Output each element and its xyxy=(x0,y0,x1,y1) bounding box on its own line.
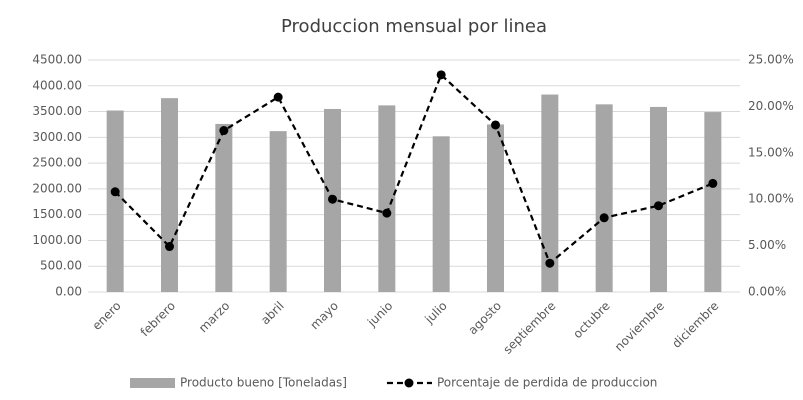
x-tick-label: agosto xyxy=(465,299,504,338)
y-tick-label: 4500.00 xyxy=(32,53,82,67)
x-tick-label: abril xyxy=(258,299,287,328)
legend-swatch xyxy=(404,378,414,388)
bar xyxy=(378,105,396,292)
y2-tick-label: 25.00% xyxy=(748,53,794,67)
bar xyxy=(704,112,722,293)
x-tick-label: junio xyxy=(364,299,395,330)
y-tick-label: 0.00 xyxy=(55,285,82,299)
point xyxy=(654,201,663,211)
y-tick-label: 3500.00 xyxy=(32,104,82,118)
point xyxy=(382,208,392,218)
x-tick-label: marzo xyxy=(196,299,233,336)
point xyxy=(545,258,555,268)
x-tick-label: diciembre xyxy=(669,299,721,351)
legend-label: Producto bueno [Toneladas] xyxy=(180,376,347,390)
y-tick-label: 2000.00 xyxy=(32,181,82,195)
bar xyxy=(269,131,287,292)
y2-tick-label: 0.00% xyxy=(748,285,786,299)
y-tick-label: 500.00 xyxy=(40,259,82,273)
x-tick-label: noviembre xyxy=(612,299,667,354)
point xyxy=(328,194,337,204)
bar xyxy=(432,136,450,292)
legend-swatch xyxy=(130,378,175,388)
bar xyxy=(161,98,178,292)
point xyxy=(599,213,609,223)
line xyxy=(114,72,714,266)
point xyxy=(273,92,283,102)
x-tick-label: julio xyxy=(422,299,450,327)
bar xyxy=(541,94,559,292)
y-tick-label: 2500.00 xyxy=(32,156,82,170)
x-tick-label: septiembre xyxy=(500,299,558,357)
y-tick-label: 1000.00 xyxy=(32,233,82,247)
chart-title: Produccion mensual por linea xyxy=(281,16,547,37)
bar xyxy=(106,110,124,292)
bar xyxy=(650,106,667,292)
x-tick-label: enero xyxy=(90,299,124,333)
bar xyxy=(215,123,233,292)
y-tick-label: 1500.00 xyxy=(32,207,82,221)
x-tick-label: febrero xyxy=(138,299,179,340)
y2-tick-label: 5.00% xyxy=(748,238,786,252)
x-tick-label: octubre xyxy=(570,299,612,341)
point xyxy=(110,187,120,197)
bar xyxy=(595,104,613,293)
x-tick-label: mayo xyxy=(308,299,342,333)
point xyxy=(491,120,500,130)
point xyxy=(165,242,174,252)
y-tick-label: 4000.00 xyxy=(32,78,82,92)
point xyxy=(219,126,229,136)
y2-tick-label: 10.00% xyxy=(748,192,794,206)
y-tick-label: 3000.00 xyxy=(32,130,82,144)
y2-tick-label: 20.00% xyxy=(748,99,794,113)
y2-tick-label: 15.00% xyxy=(748,145,794,159)
point xyxy=(436,70,446,80)
bar xyxy=(487,124,504,292)
point xyxy=(708,178,718,188)
legend-label: Porcentaje de perdida de produccion xyxy=(437,376,657,390)
